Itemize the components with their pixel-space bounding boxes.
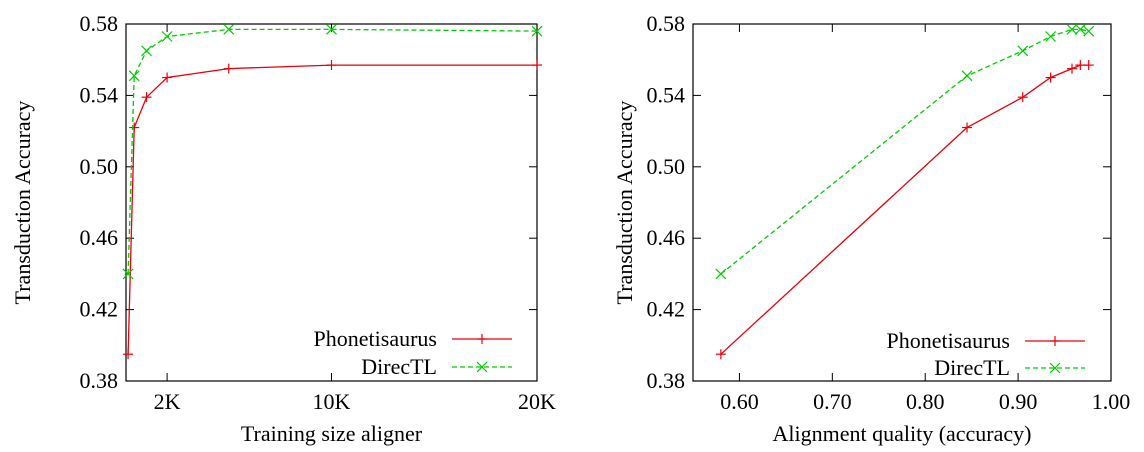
data-point: [715, 349, 726, 360]
legend-marker: [477, 334, 487, 344]
legend-label: Phonetisaurus: [314, 326, 437, 351]
series-line: [720, 28, 1089, 275]
data-point: [1083, 60, 1094, 71]
data-point: [223, 63, 234, 74]
marker-stroke: [141, 45, 152, 57]
y-tick-label: 0.54: [647, 82, 686, 107]
y-tick-label: 0.50: [80, 154, 119, 179]
marker-stroke: [326, 23, 337, 35]
marker-stroke: [128, 70, 140, 82]
legend-entry-directl: DirecTL: [361, 354, 512, 379]
data-point: [1066, 23, 1078, 35]
marker-stroke: [161, 31, 173, 42]
x-tick-label: 0.90: [999, 389, 1038, 414]
y-tick-label: 0.58: [647, 11, 686, 36]
x-tick-label: 0.60: [720, 389, 759, 414]
data-point: [962, 122, 973, 133]
data-point: [532, 60, 542, 71]
data-point: [1074, 23, 1086, 35]
marker-stroke: [1045, 31, 1057, 42]
y-axis-label: Transduction Accuracy: [10, 101, 35, 305]
x-tick-label: 2K: [154, 389, 181, 414]
plot-frame: [692, 23, 1112, 382]
y-tick-label: 0.38: [80, 368, 119, 393]
y-tick-label: 0.38: [647, 368, 686, 393]
data-point: [1045, 72, 1056, 83]
marker-stroke: [1049, 362, 1061, 374]
y-tick-label: 0.42: [647, 297, 686, 322]
data-point: [1083, 25, 1095, 37]
data-point: [141, 45, 152, 57]
series-line: [127, 28, 538, 274]
series-directl: [715, 23, 1095, 280]
x-tick-label: 0.80: [906, 389, 945, 414]
y-axis-label: Transduction Accuracy: [612, 101, 637, 305]
data-point: [961, 70, 973, 82]
data-point: [1066, 63, 1077, 74]
data-point: [162, 72, 173, 83]
marker-stroke: [1066, 23, 1078, 35]
x-tick-label: 20K: [518, 389, 556, 414]
data-point: [223, 23, 235, 35]
series-phonetisaurus: [715, 60, 1094, 360]
legend-entry-phonetisaurus: Phonetisaurus: [314, 326, 512, 351]
legend-label: DirecTL: [934, 355, 1010, 380]
y-tick-label: 0.46: [647, 225, 686, 250]
data-point: [531, 25, 543, 37]
data-point: [1045, 31, 1057, 42]
series-line: [720, 64, 1089, 355]
legend-marker: [1050, 336, 1060, 346]
marker-stroke: [476, 361, 488, 373]
data-point: [1017, 45, 1029, 57]
x-axis-label: Alignment quality (accuracy): [772, 421, 1031, 446]
data-point: [129, 122, 140, 133]
data-point: [123, 349, 134, 360]
legend-marker: [1049, 362, 1061, 374]
x-tick-label: 1.00: [1092, 389, 1131, 414]
x-tick-label: 10K: [313, 389, 351, 414]
data-point: [1017, 92, 1028, 103]
y-tick-label: 0.42: [80, 297, 119, 322]
marker-stroke: [1074, 23, 1086, 35]
marker-stroke: [531, 25, 543, 37]
marker-stroke: [715, 268, 727, 280]
data-point: [161, 31, 173, 42]
series-directl: [122, 23, 543, 280]
x-tick-label: 0.70: [813, 389, 852, 414]
data-point: [326, 60, 337, 71]
y-tick-label: 0.46: [80, 225, 119, 250]
series-line: [127, 64, 537, 355]
chart-panel-2: 0.38 0.42 0.46 0.50 0.54 0.58 0.60 0.70 0.80 0.90…: [612, 11, 1130, 446]
data-point: [122, 268, 134, 280]
marker-stroke: [223, 23, 235, 35]
legend-label: Phonetisaurus: [887, 328, 1010, 353]
y-tick-label: 0.54: [80, 82, 119, 107]
data-point: [1075, 60, 1086, 71]
legend-label: DirecTL: [361, 354, 437, 379]
y-tick-label: 0.50: [647, 154, 686, 179]
marker-stroke: [122, 268, 134, 280]
data-point: [715, 268, 727, 280]
x-axis-label: Training size aligner: [241, 421, 423, 446]
chart-panel-1: 0.38 0.42 0.46 0.50 0.54 0.58 2K 10K 20K Training…: [10, 11, 556, 446]
marker-stroke: [1017, 45, 1029, 57]
legend-entry-phonetisaurus: Phonetisaurus: [887, 328, 1085, 353]
legend-marker: [476, 361, 488, 373]
legend-entry-directl: DirecTL: [934, 355, 1085, 380]
data-point: [128, 70, 140, 82]
marker-stroke: [1083, 25, 1095, 37]
data-point: [141, 92, 152, 103]
data-point: [326, 23, 337, 35]
marker-stroke: [961, 70, 973, 82]
series-phonetisaurus: [123, 60, 542, 360]
y-tick-label: 0.58: [80, 11, 119, 36]
